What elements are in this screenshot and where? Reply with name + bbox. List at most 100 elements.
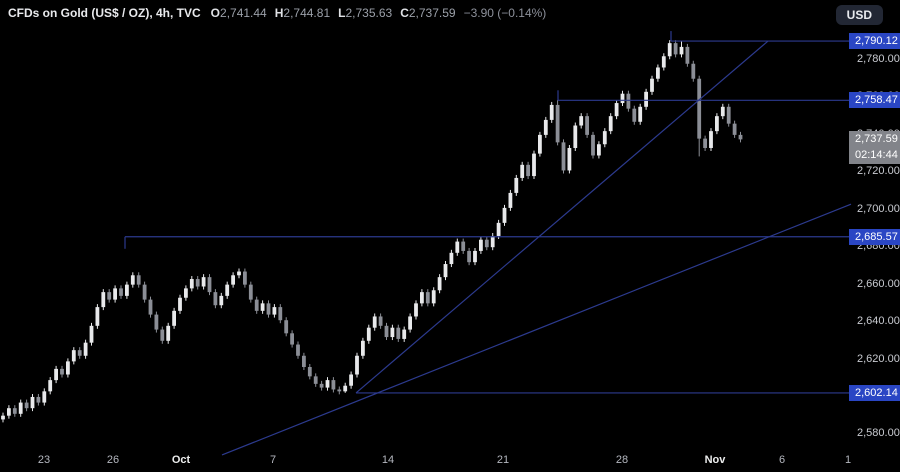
candle-up (219, 295, 224, 306)
candle-up (48, 380, 53, 392)
candle-down (467, 250, 471, 263)
current-price-value: 2,737.59 (855, 132, 898, 145)
time-axis-label: 28 (615, 454, 629, 466)
candle-up (7, 408, 11, 416)
candle-up (514, 177, 519, 193)
candle-up (602, 131, 607, 145)
candle-up (414, 303, 418, 317)
low-label: L (338, 6, 346, 20)
candle-down (243, 271, 247, 285)
candle-up (679, 46, 684, 55)
candle-up (390, 327, 395, 338)
candle-down (319, 383, 324, 388)
candle-down (561, 142, 566, 171)
candle-down (119, 288, 123, 296)
candle-up (431, 290, 436, 304)
candle-up (178, 297, 182, 311)
candle-up (366, 327, 371, 341)
time-axis-label: 1 (844, 454, 852, 466)
time-axis-label: 26 (106, 454, 120, 466)
candle-up (579, 116, 584, 126)
candle-down (425, 292, 430, 304)
candle-up (201, 277, 206, 287)
candle-down (484, 239, 489, 248)
candle-up (225, 284, 230, 296)
candle-up (502, 207, 507, 223)
low-value: 2,735.63 (345, 6, 393, 20)
candle-down (726, 106, 731, 124)
chart-legend[interactable]: CFDs on Gold (US$ / OZ), 4h, TVC O2,741.4… (8, 6, 546, 20)
candle-up (113, 288, 117, 300)
candle-down (284, 320, 289, 334)
candle-up (272, 307, 277, 315)
candle-up (567, 147, 572, 171)
candle-up (443, 264, 448, 278)
price-axis-label: 2,660.00 (857, 277, 900, 290)
close-value: 2,737.59 (408, 6, 456, 20)
candle-down (36, 396, 41, 403)
candle-down (337, 389, 342, 392)
candle-up (650, 78, 654, 92)
candle-down (278, 307, 283, 321)
candle-up (449, 252, 454, 265)
candle-down (703, 138, 707, 148)
candle-down (107, 292, 112, 300)
candle-up (455, 241, 460, 253)
candle-up (638, 106, 643, 122)
candle-up (620, 93, 625, 104)
candle-up (715, 116, 719, 132)
candle-down (691, 63, 696, 79)
candle-up (101, 292, 106, 308)
candle-up (408, 316, 412, 330)
candle-up (54, 368, 58, 381)
candle-up (479, 239, 483, 251)
price-axis-label: 2,780.00 (857, 53, 900, 65)
candle-up (520, 164, 525, 178)
candle-down (738, 134, 743, 140)
symbol-title[interactable]: CFDs on Gold (US$ / OZ), 4h, TVC (8, 6, 201, 20)
price-level-badge: 2,685.57 (849, 228, 900, 245)
candle-up (260, 303, 265, 311)
candle-down (302, 355, 306, 368)
candle-down (378, 316, 383, 326)
candle-up (496, 222, 501, 236)
price-axis-label: 2,580.00 (857, 427, 900, 440)
currency-button[interactable]: USD (835, 5, 883, 25)
change-value: −3.90 (−0.14%) (463, 6, 547, 20)
candle-up (372, 316, 377, 328)
candle-down (148, 299, 153, 315)
candle-down (24, 402, 29, 409)
candle-up (30, 396, 35, 409)
trendline (355, 40, 769, 394)
candle-up (608, 116, 613, 132)
candle-up (402, 329, 407, 339)
candle-up (89, 325, 94, 343)
candle-down (331, 380, 336, 390)
candle-up (532, 153, 536, 177)
candle-up (597, 144, 601, 156)
candle-down (248, 284, 253, 300)
candle-down (213, 292, 218, 306)
time-axis-label: 7 (269, 454, 277, 466)
candle-down (526, 164, 530, 177)
candle-up (189, 279, 194, 289)
candle-down (673, 43, 678, 55)
candle-up (656, 67, 660, 79)
candle-up (420, 292, 424, 304)
candle-up (614, 103, 619, 117)
candle-down (632, 108, 637, 122)
candle-down (254, 299, 259, 311)
candle-down (461, 241, 466, 251)
candle-up (172, 310, 176, 326)
candle-up (355, 355, 359, 375)
candle-down (626, 93, 631, 109)
candle-up (71, 350, 76, 362)
time-axis-label: Oct (171, 454, 191, 466)
candle-up (184, 288, 188, 298)
time-axis-label: 14 (381, 454, 395, 466)
candle-down (313, 376, 318, 384)
candle-down (296, 344, 300, 356)
candle-up (573, 125, 578, 148)
